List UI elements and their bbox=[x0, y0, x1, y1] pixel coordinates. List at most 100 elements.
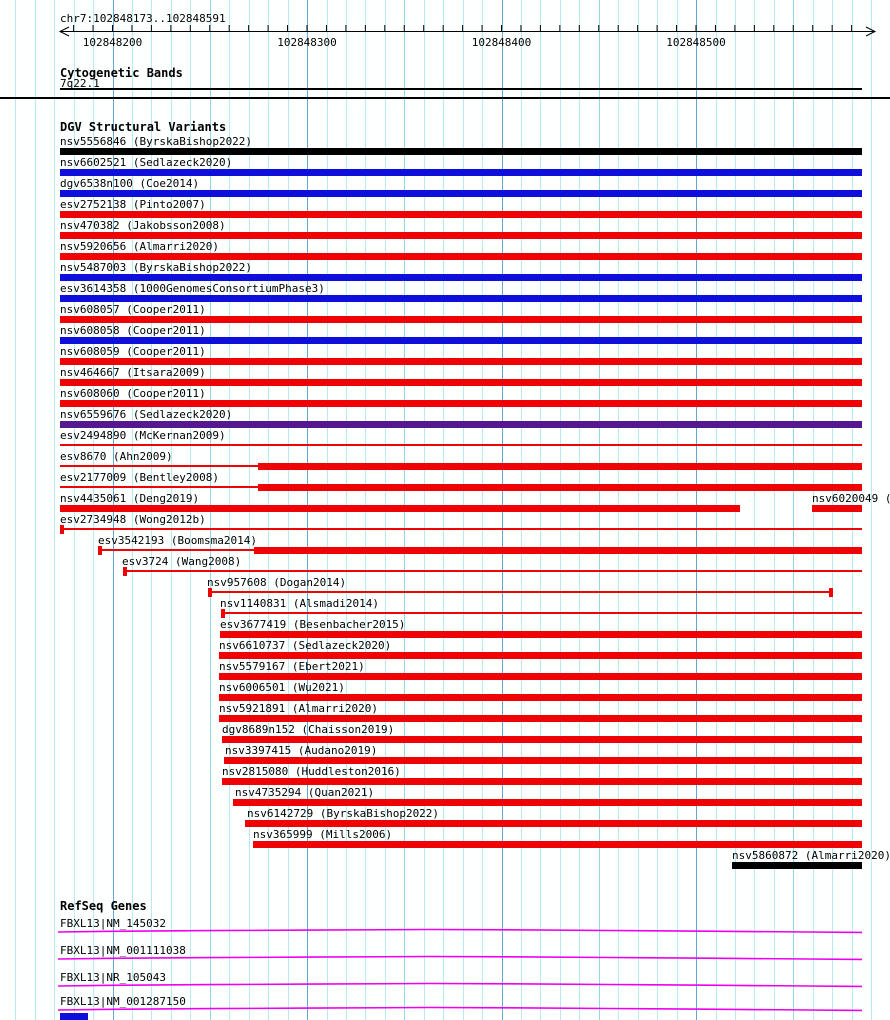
variant-label: dgv6538n100 (Coe2014) bbox=[60, 177, 200, 190]
partial-feature-bar[interactable] bbox=[60, 1013, 88, 1020]
variant-bar[interactable] bbox=[60, 316, 862, 323]
variant-bar[interactable] bbox=[219, 652, 862, 659]
variant-bar[interactable] bbox=[219, 673, 862, 680]
variant-bar[interactable] bbox=[60, 148, 862, 155]
grid-line bbox=[773, 0, 775, 1020]
grid-line bbox=[754, 0, 756, 1020]
variant-label: nsv957608 (Dogan2014) bbox=[207, 576, 347, 589]
variant-label: nsv608058 (Cooper2011) bbox=[60, 324, 206, 337]
variant-label: nsv5556846 (ByrskaBishop2022) bbox=[60, 135, 253, 148]
variant-bar[interactable] bbox=[219, 694, 862, 701]
variant-label: nsv6006501 (Wu2021) bbox=[219, 681, 345, 694]
variant-bar[interactable] bbox=[123, 570, 862, 572]
section-header-refseq: RefSeq Genes bbox=[60, 899, 147, 913]
gene-line[interactable] bbox=[57, 928, 863, 934]
variant-bar[interactable] bbox=[221, 612, 862, 614]
variant-bar[interactable] bbox=[60, 274, 862, 281]
variant-label: nsv5920656 (Almarri2020) bbox=[60, 240, 219, 253]
variant-bar[interactable] bbox=[220, 631, 862, 638]
grid-line bbox=[34, 0, 36, 1020]
variant-label: nsv4435061 (Deng2019) bbox=[60, 492, 200, 505]
gene-label: FBXL13|NM_145032 bbox=[60, 917, 166, 930]
variant-bar[interactable] bbox=[60, 232, 862, 239]
variant-label: esv3677419 (Besenbacher2015) bbox=[220, 618, 406, 631]
variant-label: nsv608059 (Cooper2011) bbox=[60, 345, 206, 358]
variant-bar[interactable] bbox=[60, 400, 862, 407]
variant-bar[interactable] bbox=[60, 528, 862, 530]
section-separator-line bbox=[0, 97, 890, 99]
variant-bar[interactable] bbox=[60, 211, 862, 218]
variant-bar[interactable] bbox=[222, 736, 862, 743]
variant-label: nsv6610737 (Sedlazeck2020) bbox=[219, 639, 392, 652]
variant-bar[interactable] bbox=[222, 778, 862, 785]
ruler-left-arrow-icon bbox=[58, 26, 70, 37]
variant-label: esv2494890 (McKernan2009) bbox=[60, 429, 226, 442]
variant-label: nsv6142729 (ByrskaBishop2022) bbox=[247, 807, 440, 820]
variant-label: nsv6559676 (Sedlazeck2020) bbox=[60, 408, 233, 421]
gene-label: FBXL13|NR_105043 bbox=[60, 971, 166, 984]
variant-label: esv8670 (Ahn2009) bbox=[60, 450, 173, 463]
variant-label: nsv5487003 (ByrskaBishop2022) bbox=[60, 261, 253, 274]
gene-label: FBXL13|NM_001111038 bbox=[60, 944, 186, 957]
variant-label: nsv2815080 (Huddleston2016) bbox=[222, 765, 401, 778]
variant-bar[interactable] bbox=[60, 295, 862, 302]
section-header-dgv: DGV Structural Variants bbox=[60, 120, 227, 134]
variant-bar[interactable] bbox=[60, 505, 740, 512]
variant-bar[interactable] bbox=[254, 547, 862, 554]
variant-label: nsv5921891 (Almarri2020) bbox=[219, 702, 378, 715]
variant-label: nsv3397415 (Audano2019) bbox=[225, 744, 378, 757]
variant-bar[interactable] bbox=[233, 799, 862, 806]
gene-label: FBXL13|NM_001287150 bbox=[60, 995, 186, 1008]
variant-bar[interactable] bbox=[829, 588, 833, 597]
ruler-tick-label: 102848400 bbox=[471, 36, 532, 49]
ruler-tick-label: 102848500 bbox=[666, 36, 726, 49]
variant-label: esv2752138 (Pinto2007) bbox=[60, 198, 206, 211]
variant-bar[interactable] bbox=[258, 484, 862, 491]
variant-bar[interactable] bbox=[253, 841, 862, 848]
ruler-title: chr7:102848173..102848591 bbox=[60, 12, 226, 25]
variant-label: dgv8689n152 (Chaisson2019) bbox=[222, 723, 395, 736]
variant-bar[interactable] bbox=[60, 444, 862, 446]
variant-label: nsv608060 (Cooper2011) bbox=[60, 387, 206, 400]
section-header-cytogenetic: Cytogenetic Bands bbox=[60, 66, 183, 80]
variant-label: nsv5860872 (Almarri2020) bbox=[732, 849, 890, 862]
variant-label: nsv4735294 (Quan2021) bbox=[235, 786, 375, 799]
grid-line bbox=[54, 0, 56, 1020]
variant-bar[interactable] bbox=[60, 421, 862, 428]
variant-bar[interactable] bbox=[732, 862, 862, 869]
variant-bar[interactable] bbox=[208, 591, 830, 593]
variant-label: nsv470382 (Jakobsson2008) bbox=[60, 219, 226, 232]
variant-label: nsv1140831 (Alsmadi2014) bbox=[220, 597, 379, 610]
variant-label: nsv608057 (Cooper2011) bbox=[60, 303, 206, 316]
variant-bar[interactable] bbox=[60, 379, 862, 386]
variant-label: esv2734948 (Wong2012b) bbox=[60, 513, 206, 526]
variant-bar[interactable] bbox=[258, 463, 862, 470]
variant-bar[interactable] bbox=[812, 505, 862, 512]
variant-label: esv3542193 (Boomsma2014) bbox=[98, 534, 257, 547]
variant-bar[interactable] bbox=[98, 549, 254, 551]
variant-bar[interactable] bbox=[60, 169, 862, 176]
variant-label: nsv6020049 (W bbox=[812, 492, 890, 505]
variant-label: esv2177009 (Bentley2008) bbox=[60, 471, 219, 484]
variant-label: nsv464667 (Itsara2009) bbox=[60, 366, 206, 379]
variant-bar[interactable] bbox=[60, 486, 258, 488]
variant-label: nsv365999 (Mills2006) bbox=[253, 828, 393, 841]
variant-bar[interactable] bbox=[60, 358, 862, 365]
variant-bar[interactable] bbox=[60, 190, 862, 197]
variant-bar[interactable] bbox=[60, 337, 862, 344]
cytoband-bar[interactable] bbox=[60, 88, 862, 90]
gene-line[interactable] bbox=[57, 982, 863, 988]
grid-line bbox=[15, 0, 17, 1020]
cytoband-label: 7q22.1 bbox=[60, 77, 100, 90]
variant-bar[interactable] bbox=[245, 820, 862, 827]
variant-bar[interactable] bbox=[60, 465, 258, 467]
variant-bar[interactable] bbox=[219, 715, 862, 722]
variant-label: esv3724 (Wang2008) bbox=[122, 555, 242, 568]
variant-label: esv3614358 (1000GenomesConsortiumPhase3) bbox=[60, 282, 325, 295]
ruler-tick-label: 102848200 bbox=[82, 36, 143, 49]
variant-bar[interactable] bbox=[60, 253, 862, 260]
grid-line bbox=[871, 0, 873, 1020]
variant-bar[interactable] bbox=[224, 757, 862, 764]
ruler-tick-label: 102848300 bbox=[277, 36, 337, 49]
